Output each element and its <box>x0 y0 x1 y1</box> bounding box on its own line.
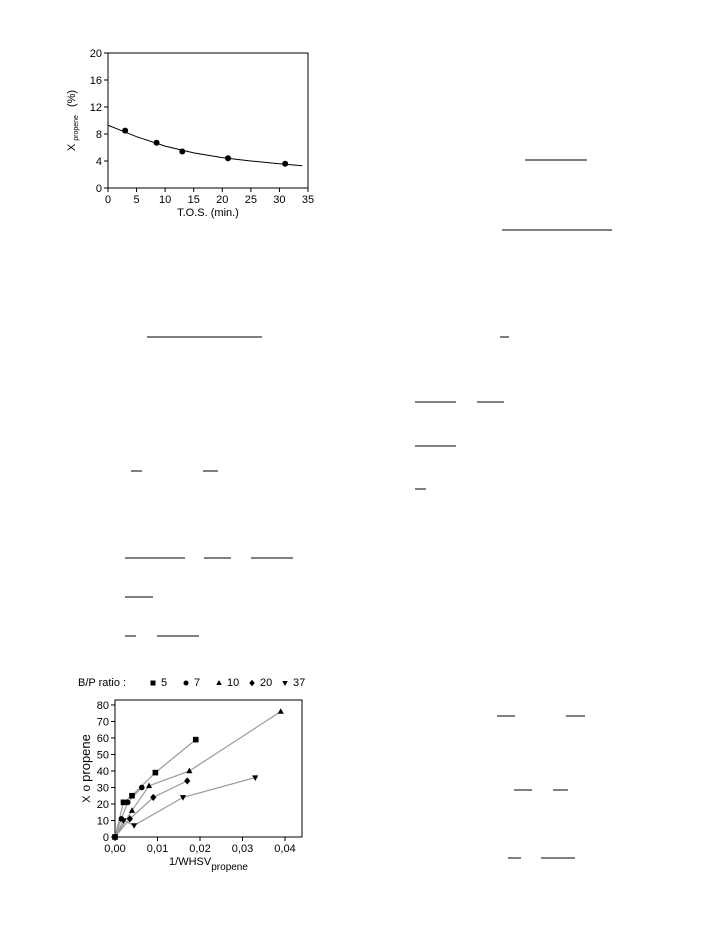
marker <box>120 799 127 806</box>
plot-frame <box>107 52 309 189</box>
marker <box>192 736 199 743</box>
x-axis-label: T.O.S. (min.) <box>177 207 239 219</box>
y-tick-label: 0 <box>103 832 109 844</box>
y-label-sub: propene <box>78 734 93 782</box>
fit-curve <box>114 780 188 838</box>
legend-marker <box>216 680 222 685</box>
y-tick-label: 70 <box>97 716 109 728</box>
fit-curve <box>114 711 282 838</box>
y-label-text: X <box>66 143 78 151</box>
legend-marker <box>150 680 156 686</box>
legend-marker <box>183 680 189 686</box>
y-tick-label: 40 <box>97 766 109 778</box>
y-axis-label: Xpropene (%) <box>66 90 80 151</box>
marker <box>179 795 187 801</box>
marker <box>252 775 259 781</box>
y-label-sub: propene <box>73 115 80 141</box>
marker <box>225 155 231 162</box>
legend-label: 20 <box>260 677 272 689</box>
y-tick-label: 12 <box>90 102 102 114</box>
y-label-unit: (%) <box>66 90 78 107</box>
legend-marker <box>282 681 288 686</box>
y-tick-label: 20 <box>97 799 109 811</box>
marker <box>145 782 153 789</box>
marker <box>277 708 284 714</box>
marker <box>138 784 145 791</box>
marker <box>186 767 193 774</box>
y-axis-label: Xo propene <box>78 734 93 803</box>
x-tick-label: 0,02 <box>189 843 210 855</box>
x-tick-label: 0,00 <box>104 843 125 855</box>
y-tick-label: 8 <box>96 129 102 141</box>
marker <box>152 769 159 776</box>
legend-marker <box>249 679 255 687</box>
legend-title: B/P ratio : <box>78 677 126 689</box>
marker <box>179 148 186 155</box>
marker <box>153 139 160 146</box>
legend-label: 10 <box>227 677 239 689</box>
y-tick-label: 0 <box>96 183 102 195</box>
fit-curve <box>107 124 303 167</box>
y-tick-label: 20 <box>90 48 102 60</box>
y-label-sup: o <box>79 785 93 792</box>
legend-label: 5 <box>161 677 167 689</box>
x-tick-label: 15 <box>188 194 200 206</box>
y-tick-label: 50 <box>97 749 109 761</box>
marker <box>120 818 127 824</box>
y-tick-label: 16 <box>90 75 102 87</box>
fraction-bars <box>125 159 612 859</box>
x-tick-label: 0 <box>105 194 111 206</box>
marker <box>184 777 191 785</box>
marker <box>111 834 119 841</box>
x-tick-label: 10 <box>159 194 171 206</box>
marker <box>131 823 138 829</box>
x-tick-label: 5 <box>134 194 140 206</box>
marker <box>282 160 289 167</box>
x-tick-label: 35 <box>302 194 314 206</box>
fit-curve <box>114 776 256 838</box>
x-tick-label: 30 <box>273 194 285 206</box>
legend-label: 7 <box>194 677 200 689</box>
x-axis-label: 1/WHSVpropene <box>169 856 248 873</box>
x-tick-label: 0,03 <box>232 843 253 855</box>
marker <box>122 127 129 134</box>
marker <box>124 799 131 806</box>
y-label-text: X <box>81 795 93 803</box>
marker <box>129 792 135 799</box>
marker <box>126 815 133 823</box>
x-label-text: 1/WHSV <box>169 856 212 868</box>
legend-label: 37 <box>293 677 305 689</box>
y-tick-label: 60 <box>97 733 109 745</box>
x-tick-label: 25 <box>245 194 257 206</box>
plot-frame <box>114 699 303 838</box>
marker <box>128 807 136 813</box>
y-tick-label: 30 <box>97 782 109 794</box>
y-tick-label: 80 <box>97 700 109 712</box>
y-tick-label: 10 <box>97 815 109 827</box>
x-label-sub: propene <box>211 862 248 873</box>
x-label-text: T.O.S. (min.) <box>177 207 239 219</box>
x-tick-label: 0,01 <box>147 843 168 855</box>
x-tick-label: 20 <box>216 194 228 206</box>
x-tick-label: 0,04 <box>274 843 295 855</box>
y-tick-label: 4 <box>96 156 102 168</box>
marker <box>150 793 157 802</box>
